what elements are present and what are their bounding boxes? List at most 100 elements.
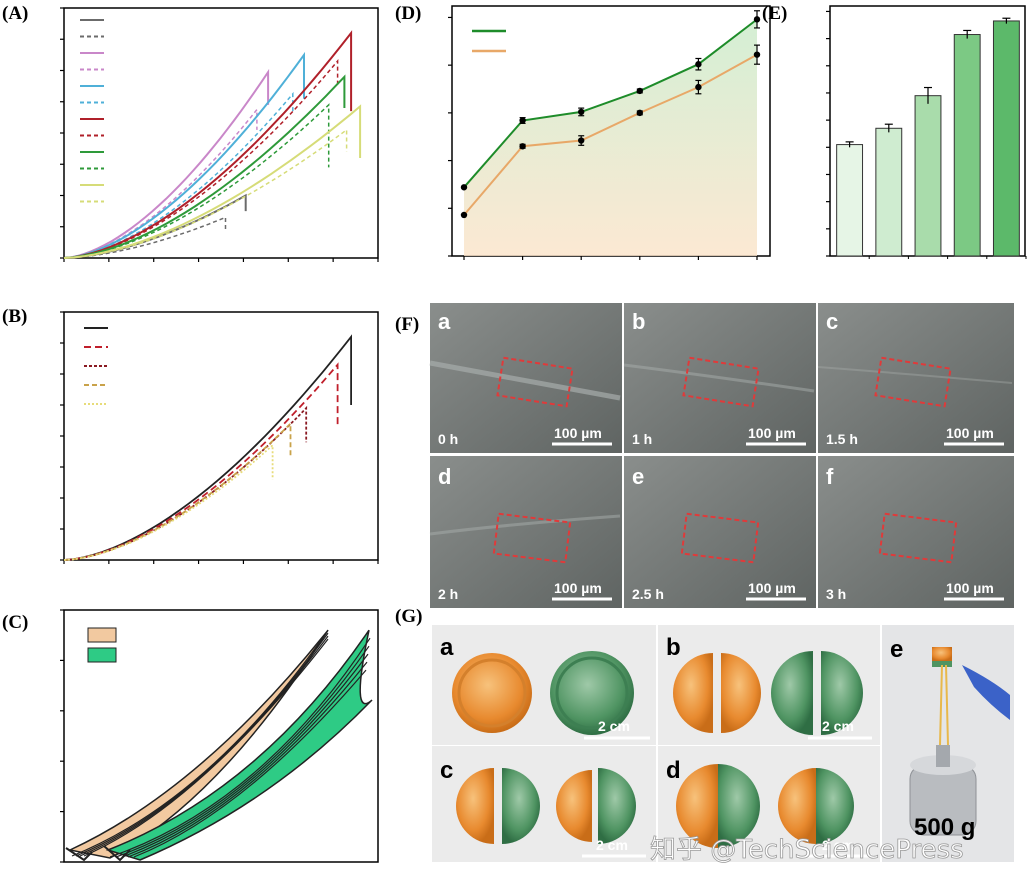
series-line-1 bbox=[463, 53, 758, 216]
frame-time: 2.5 h bbox=[632, 586, 664, 602]
scale-label: 2 cm bbox=[598, 718, 630, 734]
micrograph-bg bbox=[624, 456, 816, 608]
green-half bbox=[502, 768, 540, 844]
scale-label: 100 µm bbox=[946, 580, 994, 596]
frame-a: a 0 h 100 µm bbox=[429, 303, 622, 453]
frame-b: b 1 h 100 µm bbox=[623, 303, 816, 453]
series-line-3 bbox=[63, 107, 258, 259]
series-line-2 bbox=[63, 68, 270, 259]
panel-e-chart bbox=[826, 5, 1027, 259]
frame-letter: d bbox=[438, 464, 451, 489]
photo-letter: d bbox=[666, 757, 681, 784]
frame-letter: b bbox=[632, 309, 645, 334]
scale-label: 100 µm bbox=[748, 425, 796, 441]
green-half bbox=[718, 764, 760, 848]
data-point bbox=[460, 184, 468, 191]
bar-2 bbox=[914, 95, 942, 257]
frame-d: d 2 h 100 µm bbox=[429, 456, 622, 608]
micrograph-bg bbox=[818, 303, 1014, 453]
panel-b-chart bbox=[60, 311, 379, 564]
disc-rim bbox=[457, 658, 527, 728]
legend-swatch bbox=[87, 647, 117, 663]
orange-half bbox=[778, 768, 816, 844]
series-line-4 bbox=[63, 443, 274, 561]
panel-label-f: (F) bbox=[395, 314, 419, 335]
bar-4 bbox=[992, 20, 1020, 257]
photo-letter: a bbox=[440, 634, 454, 661]
frame-letter: e bbox=[632, 464, 644, 489]
panel-g-photos: a 2 cm b 2 cm c 2 cm bbox=[432, 625, 1014, 865]
photo-a: a 2 cm bbox=[432, 625, 656, 745]
series-line-1 bbox=[63, 362, 339, 561]
series-line-0 bbox=[63, 334, 352, 561]
panel-d-chart bbox=[448, 5, 771, 260]
frame-letter: c bbox=[826, 309, 838, 334]
weight-label: 500 g bbox=[914, 814, 975, 841]
panel-label-e: (E) bbox=[762, 3, 787, 24]
micrograph-bg bbox=[430, 456, 622, 608]
photo-letter: b bbox=[666, 634, 681, 661]
scratch-line bbox=[429, 360, 621, 401]
frame-f: f 3 h 100 µm bbox=[818, 456, 1014, 608]
frame-letter: a bbox=[438, 309, 451, 334]
original-cycle bbox=[83, 638, 329, 857]
original-cycle bbox=[71, 629, 329, 857]
disc-rim bbox=[555, 656, 629, 730]
scale-label: 2 cm bbox=[822, 718, 854, 734]
series-line-5 bbox=[63, 91, 294, 259]
frame-time: 1.5 h bbox=[826, 431, 858, 447]
healed-cycle bbox=[109, 637, 371, 858]
scratch-line bbox=[429, 514, 621, 536]
photo-letter: e bbox=[890, 636, 903, 663]
series-line-7 bbox=[63, 59, 339, 259]
start-hook bbox=[103, 845, 131, 862]
orange-half bbox=[456, 768, 494, 844]
micrograph-bg bbox=[818, 456, 1014, 608]
legend-swatch bbox=[87, 627, 117, 643]
healed-cycle bbox=[121, 653, 369, 858]
green-half-right bbox=[821, 651, 863, 735]
green-half bbox=[816, 768, 854, 844]
photo-b: b 2 cm bbox=[658, 625, 880, 745]
panel-label-d: (D) bbox=[395, 3, 421, 24]
series-line-11 bbox=[63, 128, 348, 259]
data-point bbox=[519, 117, 526, 124]
data-point bbox=[695, 61, 702, 68]
frame-time: 0 h bbox=[438, 431, 458, 447]
data-point bbox=[636, 87, 643, 95]
series-line-0 bbox=[63, 193, 247, 259]
series-line-0 bbox=[463, 18, 758, 188]
photo-d: d 2 cm bbox=[658, 746, 880, 862]
healed-cycle bbox=[133, 669, 367, 858]
scale-label: 100 µm bbox=[554, 425, 602, 441]
watermark: 知乎 @TechSciencePress bbox=[650, 835, 964, 865]
panel-c-chart bbox=[60, 609, 379, 863]
frame-time: 1 h bbox=[632, 431, 652, 447]
orange-disc bbox=[452, 653, 532, 733]
panel-a-chart bbox=[60, 7, 379, 262]
red-dashed-box bbox=[878, 512, 958, 564]
weight-knob bbox=[936, 745, 950, 767]
frame-c: c 1.5 h 100 µm bbox=[817, 303, 1014, 453]
stretched-strip bbox=[939, 664, 949, 746]
micrograph-bg bbox=[430, 303, 622, 453]
data-point bbox=[578, 137, 585, 144]
series-line-3 bbox=[63, 421, 292, 561]
healed-loop bbox=[105, 629, 373, 861]
panel-label-b: (B) bbox=[2, 306, 27, 327]
plot-frame bbox=[63, 7, 379, 259]
panel-label-a: (A) bbox=[2, 3, 28, 24]
frame-letter: f bbox=[826, 464, 834, 489]
scale-label: 2 cm bbox=[822, 837, 854, 853]
panel-f-micrographs: a 0 h 100 µm b 1 h 100 µm c 1.5 h 100 µm bbox=[429, 303, 1014, 608]
bar-0 bbox=[836, 144, 864, 257]
area-fill bbox=[464, 19, 757, 256]
series-line-4 bbox=[63, 51, 305, 259]
photo-c: c 2 cm bbox=[432, 746, 656, 862]
bar-3 bbox=[953, 34, 981, 257]
panel-label-g: (G) bbox=[395, 606, 422, 627]
photo-e: e 500 g bbox=[882, 625, 1014, 862]
data-point bbox=[578, 108, 585, 116]
green-disc bbox=[550, 651, 634, 735]
